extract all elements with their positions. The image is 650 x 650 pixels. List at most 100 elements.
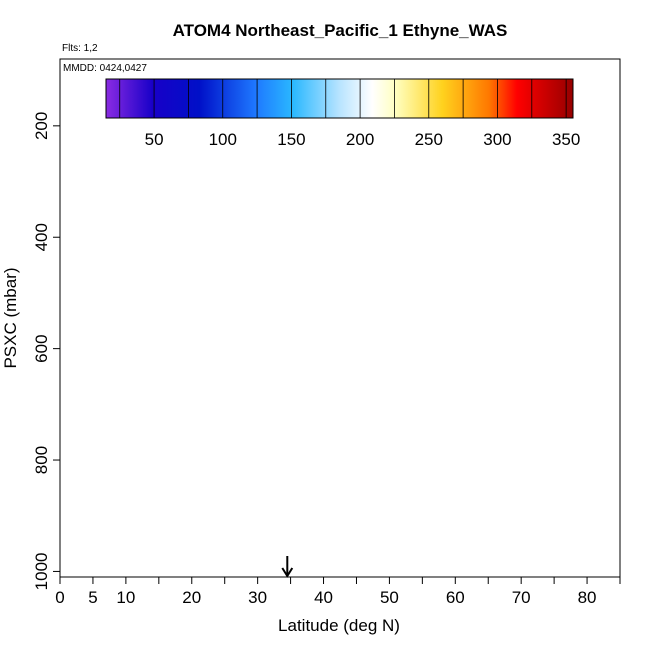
sample-point: [115, 177, 120, 182]
sample-point: [189, 498, 194, 503]
sample-point: [226, 348, 231, 353]
sample-point: [92, 421, 97, 426]
sample-point: [141, 410, 146, 415]
sample-point: [277, 558, 282, 563]
sample-point: [153, 225, 158, 230]
sample-point: [126, 461, 131, 466]
sample-point: [217, 192, 222, 197]
sample-point: [237, 522, 242, 527]
sample-point: [218, 261, 223, 266]
sample-point: [272, 494, 277, 499]
sample-point: [119, 435, 124, 440]
colorbar-border: [105, 78, 574, 119]
sample-point: [115, 519, 120, 524]
sample-point: [260, 518, 265, 523]
sample-point: [129, 154, 134, 159]
sample-point: [207, 139, 212, 144]
x-tick-label: 80: [578, 588, 597, 607]
sample-point: [181, 193, 186, 198]
sample-point: [286, 380, 291, 385]
sample-point: [257, 200, 262, 205]
sample-point: [271, 328, 276, 333]
x-axis-label: Latitude (deg N): [278, 616, 400, 635]
sample-point: [173, 162, 178, 167]
sample-point: [111, 373, 116, 378]
sample-point: [285, 355, 290, 360]
y-tick-label: 400: [32, 223, 51, 251]
sample-point: [195, 339, 200, 344]
sample-point: [205, 552, 210, 557]
sample-point: [125, 549, 130, 554]
sample-point: [222, 193, 227, 198]
sample-point: [168, 330, 173, 335]
colorbar-tick-label: 50: [145, 130, 164, 149]
sample-point: [240, 267, 245, 272]
sample-point: [103, 211, 108, 216]
colorbar: [106, 79, 573, 118]
sample-point: [93, 303, 98, 308]
sample-point: [249, 359, 254, 364]
sample-point: [148, 307, 153, 312]
dates-label: MMDD: 0424,0427: [63, 63, 147, 74]
sample-point: [128, 142, 133, 147]
sample-point: [152, 338, 157, 343]
sample-point: [164, 261, 169, 266]
sample-point: [296, 188, 301, 193]
sample-point: [167, 352, 172, 357]
sample-point: [165, 238, 170, 243]
sample-point: [117, 273, 122, 278]
sample-point: [178, 203, 183, 208]
sample-point: [291, 272, 296, 277]
sample-point: [266, 192, 271, 197]
sample-point: [198, 214, 203, 219]
sample-point: [223, 575, 228, 577]
sample-point: [152, 243, 157, 248]
sample-point: [217, 238, 222, 243]
sample-point: [135, 411, 140, 416]
sample-point: [161, 203, 166, 208]
sample-point: [278, 530, 283, 535]
sample-point: [157, 497, 162, 502]
sample-point: [116, 192, 121, 197]
sample-point: [279, 366, 284, 371]
sample-point: [97, 286, 102, 291]
sample-point: [252, 121, 257, 126]
colorbar-tick-label: 250: [415, 130, 443, 149]
colorbar-ticks: 50 100 150 200 250 300 350: [105, 78, 580, 149]
sample-point: [162, 413, 167, 418]
sample-point: [267, 447, 272, 452]
sample-point: [163, 196, 168, 201]
sample-point: [245, 561, 250, 566]
sample-point: [148, 265, 153, 270]
marker-head: [281, 567, 294, 578]
sample-point: [152, 313, 157, 318]
sample-point: [179, 517, 184, 522]
sample-point: [182, 354, 187, 359]
colorbar-tick-label: 350: [552, 130, 580, 149]
sample-point: [95, 385, 100, 390]
sample-point: [223, 388, 228, 393]
sample-point: [153, 490, 158, 495]
sample-point: [185, 387, 190, 392]
sample-point: [192, 394, 197, 399]
sample-point: [255, 422, 260, 427]
sample-point: [102, 319, 107, 324]
sample-point: [129, 185, 134, 190]
sample-point: [277, 328, 282, 333]
sample-point: [249, 243, 254, 248]
chart-title: ATOM4 Northeast_Pacific_1 Ethyne_WAS: [173, 21, 508, 40]
sample-point: [175, 350, 180, 355]
y-tick-label: 200: [32, 112, 51, 140]
sample-point: [130, 410, 135, 415]
sample-point: [158, 241, 163, 246]
sample-point: [211, 413, 216, 418]
sample-point: [290, 415, 295, 420]
sample-point: [94, 566, 99, 571]
x-axis: 0 5 10 20 30 40 50 60 70 80: [55, 577, 621, 607]
sample-point: [292, 375, 297, 380]
sample-point: [119, 182, 124, 187]
sample-point: [267, 286, 272, 291]
sample-point: [219, 195, 224, 200]
sample-point: [228, 368, 233, 373]
sample-point: [124, 349, 129, 354]
